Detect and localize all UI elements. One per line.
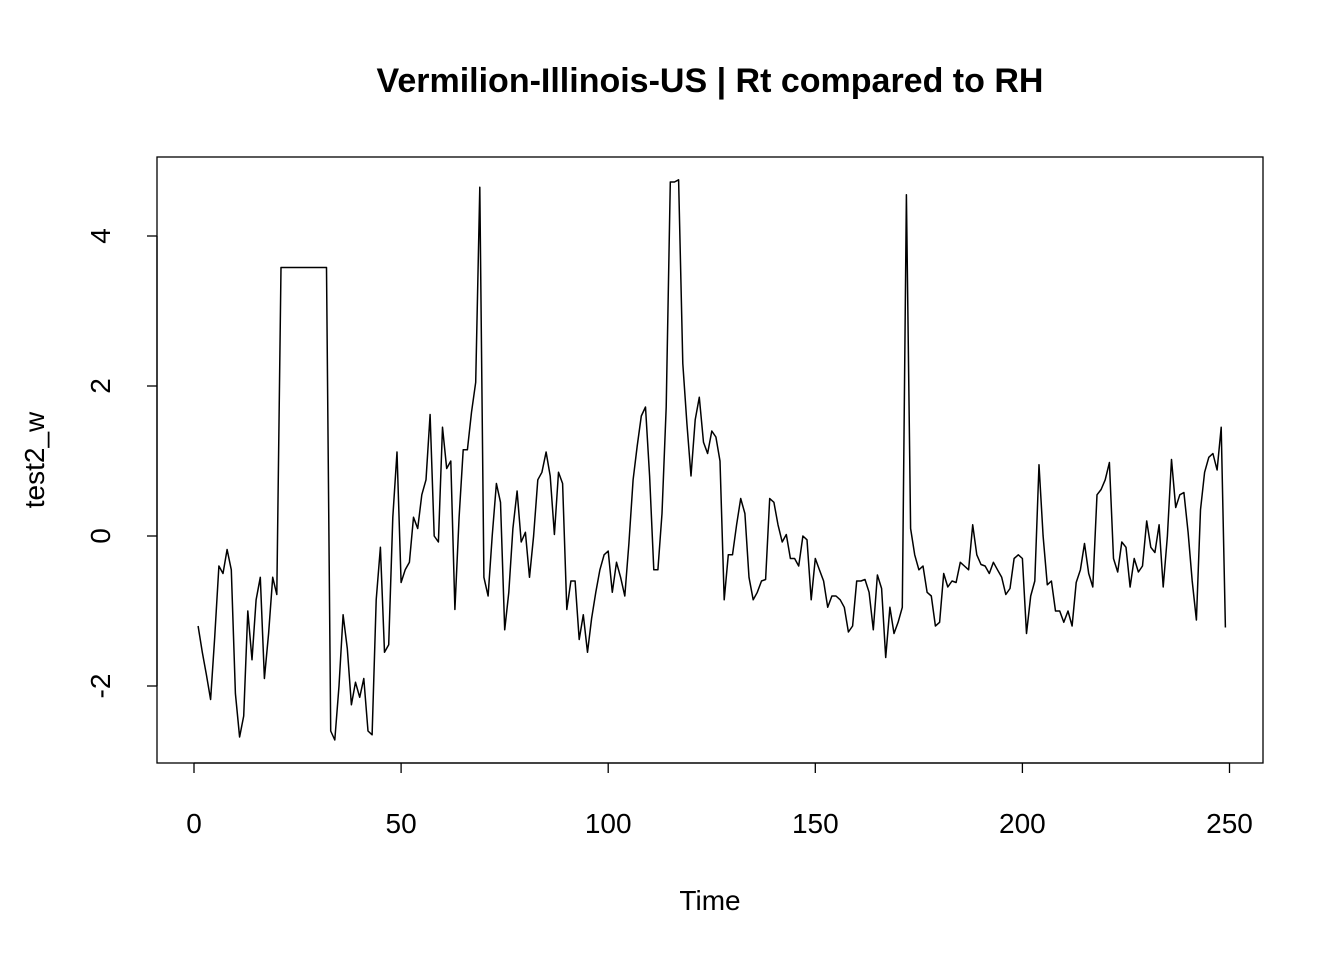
x-axis: 0 50 100 150 200 250 <box>186 762 1253 839</box>
y-tick-label: 4 <box>85 228 116 244</box>
y-axis-label: test2_w <box>19 411 50 508</box>
plot-frame <box>156 156 1264 764</box>
x-tick-label: 0 <box>186 808 202 839</box>
x-tick-label: 50 <box>386 808 417 839</box>
chart-title: Vermilion-Illinois-US | Rt compared to R… <box>377 62 1044 100</box>
x-tick-label: 150 <box>792 808 839 839</box>
x-tick-label: 250 <box>1206 808 1253 839</box>
series-group <box>197 179 1227 741</box>
y-tick-label: 2 <box>85 378 116 394</box>
x-axis-label: Time <box>679 885 740 916</box>
x-tick-label: 100 <box>585 808 632 839</box>
y-tick-label: 0 <box>85 528 116 544</box>
y-axis: -2 0 2 4 <box>85 228 158 699</box>
x-tick-label: 200 <box>999 808 1046 839</box>
series-line <box>197 179 1227 741</box>
y-tick-label: -2 <box>85 674 116 699</box>
